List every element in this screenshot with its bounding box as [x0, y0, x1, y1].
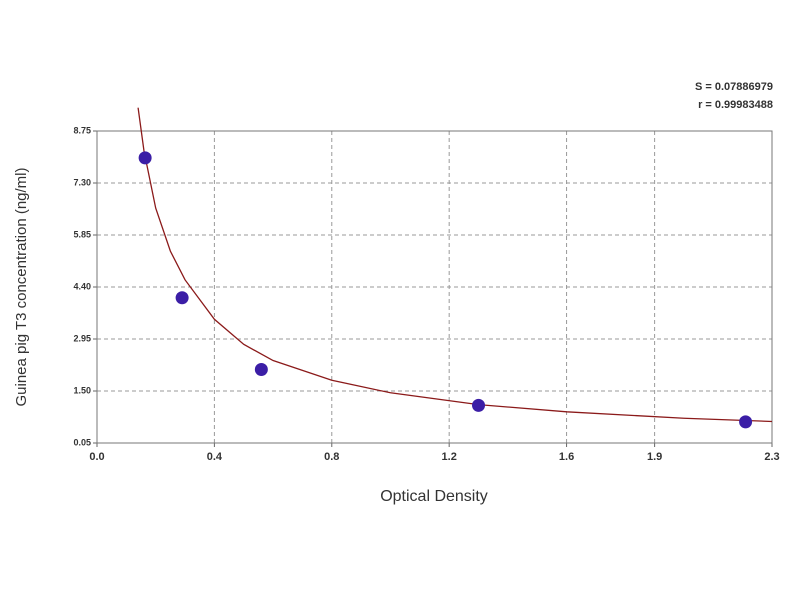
- x-tick-label: 1.2: [442, 451, 457, 463]
- y-tick-label: 8.75: [73, 125, 91, 135]
- x-axis-label: Optical Density: [380, 488, 488, 505]
- y-tick-label: 2.95: [73, 333, 91, 343]
- y-axis-label: Guinea pig T3 concentration (ng/ml): [13, 167, 30, 406]
- y-tick-label: 1.50: [73, 385, 91, 395]
- x-tick-label: 0.4: [207, 451, 223, 463]
- x-tick-label: 2.3: [764, 451, 779, 463]
- annotation: r = 0.99983488: [698, 99, 773, 111]
- data-point: [739, 415, 753, 429]
- x-tick-label: 1.6: [559, 451, 574, 463]
- data-point: [138, 151, 152, 165]
- x-tick-label: 1.9: [647, 451, 662, 463]
- x-tick-label: 0.8: [324, 451, 339, 463]
- data-point: [175, 291, 189, 305]
- plot-frame: [96, 130, 773, 444]
- y-tick-label: 4.40: [73, 281, 91, 291]
- data-point: [254, 362, 268, 376]
- y-tick-label: 7.30: [73, 177, 91, 187]
- annotation: S = 0.07886979: [695, 81, 773, 93]
- y-tick-label: 5.85: [73, 229, 91, 239]
- data-point: [472, 398, 486, 412]
- x-tick-label: 0.0: [89, 451, 104, 463]
- fit-curve: [137, 107, 772, 423]
- y-tick-label: 0.05: [73, 437, 91, 447]
